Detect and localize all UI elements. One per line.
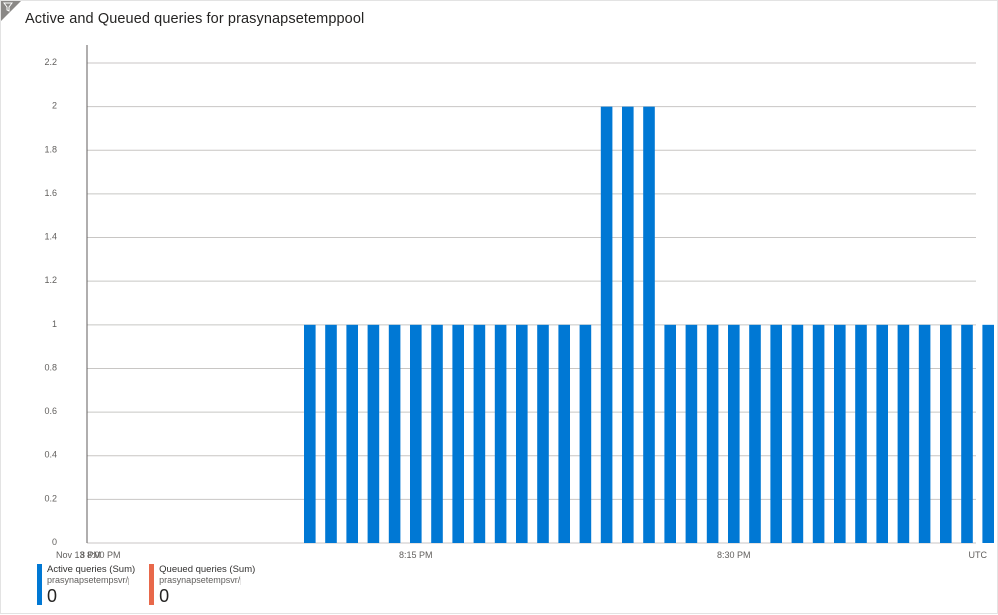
x-tick-label: 8 PM <box>80 550 101 560</box>
bar <box>346 324 358 543</box>
y-tick-label: 1 <box>52 319 57 329</box>
timezone-label: UTC <box>969 550 988 560</box>
y-tick-label: 0.8 <box>44 362 57 372</box>
bar <box>388 324 401 543</box>
y-tick-label: 0.6 <box>44 406 57 416</box>
legend-item-queued[interactable]: Queued queries (Sum) prasynapsetempsvr/p… <box>149 564 255 606</box>
y-tick-label: 0.2 <box>44 493 57 503</box>
bar <box>516 324 528 543</box>
chart-title: Active and Queued queries for prasynapse… <box>25 11 365 27</box>
y-tick-label: 0 <box>52 537 57 547</box>
x-tick-label: Nov 13 8:00 PM <box>56 550 121 560</box>
legend-swatch-queued <box>149 564 155 605</box>
legend-item-active[interactable]: Active queries (Sum) prasynapsetempsvr/p… <box>37 564 135 606</box>
legend-name-active: Active queries (Sum) <box>47 564 136 575</box>
bar <box>664 324 676 543</box>
y-tick-label: 1.8 <box>44 144 57 154</box>
y-tick-label: 1.4 <box>44 232 57 242</box>
bar <box>622 106 634 544</box>
bar <box>961 324 973 543</box>
bar <box>897 324 910 543</box>
bar <box>452 324 464 543</box>
bar <box>643 106 655 544</box>
bar <box>494 324 507 543</box>
bar <box>791 324 804 543</box>
bar <box>770 324 782 543</box>
y-tick-label: 2.2 <box>44 57 57 67</box>
filter-icon[interactable] <box>3 2 13 12</box>
legend-resource-active: prasynapsetempsvr/pr... <box>47 575 129 585</box>
bar <box>431 324 443 543</box>
bar <box>834 324 846 543</box>
bar <box>304 324 316 543</box>
bar <box>473 324 486 543</box>
bar <box>685 324 698 543</box>
bar <box>537 324 549 543</box>
bar <box>982 324 994 543</box>
bar <box>876 324 888 543</box>
y-tick-label: 1.6 <box>44 188 57 198</box>
bar <box>812 324 825 543</box>
y-tick-label: 1.2 <box>44 275 57 285</box>
y-tick-label: 2 <box>52 101 57 111</box>
legend-resource-queued: prasynapsetempsvr/pr... <box>159 575 241 585</box>
legend-swatch-active <box>37 564 42 605</box>
x-tick-label: 8:15 PM <box>399 550 433 560</box>
legend-value-active: 0 <box>47 586 58 606</box>
bar <box>579 324 592 543</box>
y-tick-label: 0.4 <box>44 450 57 460</box>
legend-name-queued: Queued queries (Sum) <box>159 564 256 575</box>
x-tick-label: 8:30 PM <box>717 550 751 560</box>
bar <box>728 324 740 543</box>
bar <box>940 324 952 543</box>
bar <box>918 324 931 543</box>
bar <box>706 324 719 543</box>
bar <box>410 324 422 543</box>
legend-value-queued: 0 <box>159 586 170 606</box>
bar <box>558 324 570 543</box>
bar <box>749 324 761 543</box>
bar <box>367 324 380 543</box>
bar <box>855 324 867 543</box>
bar <box>325 324 337 543</box>
legend: Active queries (Sum) prasynapsetempsvr/p… <box>37 564 255 606</box>
bar <box>600 106 613 544</box>
